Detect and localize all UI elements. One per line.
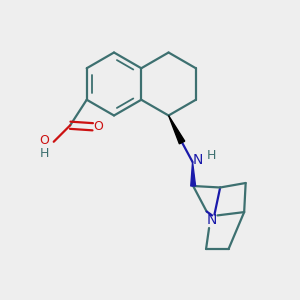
Text: N: N [193, 153, 203, 166]
Polygon shape [191, 162, 196, 186]
Text: N: N [207, 214, 217, 227]
Polygon shape [169, 116, 185, 144]
Text: H: H [39, 147, 49, 160]
Text: O: O [39, 134, 49, 147]
Text: H: H [206, 149, 216, 162]
Text: O: O [93, 120, 103, 133]
